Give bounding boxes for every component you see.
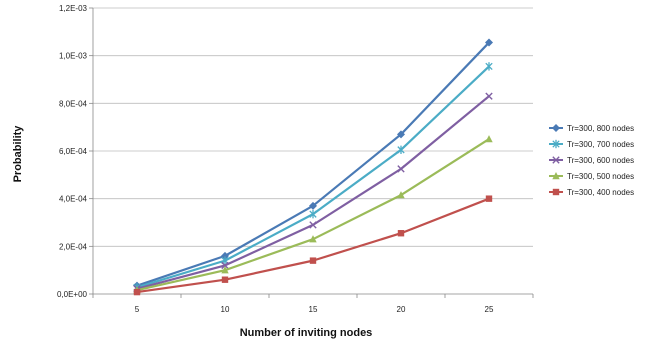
y-tick-label: 4,0E-04 <box>59 195 88 204</box>
data-point <box>397 165 405 173</box>
data-point <box>485 92 493 100</box>
data-point <box>485 38 493 47</box>
legend-marker-0 <box>552 124 560 132</box>
legend-entry: Tr=300, 700 nodes <box>567 140 634 149</box>
data-point <box>309 201 317 210</box>
data-point <box>309 235 317 243</box>
y-tick-label: 8,0E-04 <box>59 99 88 108</box>
y-tick-label: 6,0E-04 <box>59 147 88 156</box>
legend-entry: Tr=300, 800 nodes <box>567 124 634 133</box>
data-point <box>485 135 493 143</box>
data-point <box>221 266 229 274</box>
x-axis-title: Number of inviting nodes <box>240 327 373 339</box>
legend-entry: Tr=300, 600 nodes <box>567 156 634 165</box>
y-tick-label: 0,0E+00 <box>57 290 88 299</box>
x-tick-label: 5 <box>135 305 140 314</box>
y-tick-label: 2,0E-04 <box>59 242 88 251</box>
data-point <box>309 257 317 264</box>
legend-entry: Tr=300, 500 nodes <box>567 172 634 181</box>
data-point <box>485 62 493 71</box>
data-point <box>133 288 141 296</box>
legend-marker-2 <box>552 156 560 164</box>
x-tick-label: 20 <box>397 305 406 314</box>
data-point <box>309 209 317 219</box>
data-point <box>397 191 405 199</box>
y-axis-title: Probability <box>12 125 24 183</box>
y-tick-label: 1,2E-03 <box>59 4 88 13</box>
x-tick-label: 15 <box>309 305 318 314</box>
series-line-0 <box>136 41 490 287</box>
legend-marker-3 <box>552 172 560 180</box>
series-line-1 <box>136 65 490 289</box>
data-point <box>397 230 405 237</box>
data-point <box>221 276 229 283</box>
x-tick-label: 25 <box>485 305 494 314</box>
data-point <box>397 130 405 139</box>
data-point <box>485 195 493 202</box>
legend-marker-1 <box>552 139 560 149</box>
x-tick-label: 10 <box>221 305 230 314</box>
data-point <box>221 261 229 270</box>
data-point <box>397 145 405 155</box>
axes: 0,0E+00 2,0E-04 4,0E-04 6,0E-04 8,0E-04 1,0E-… <box>57 4 534 314</box>
legend: Tr=300, 800 nodes Tr=300, 700 nodes Tr=300… <box>549 124 634 197</box>
legend-entry: Tr=300, 400 nodes <box>567 188 634 197</box>
gridlines <box>93 7 533 247</box>
data-point <box>309 221 317 229</box>
y-tick-label: 1,0E-03 <box>59 52 88 61</box>
legend-marker-4 <box>552 188 560 196</box>
series-lines <box>133 38 493 296</box>
